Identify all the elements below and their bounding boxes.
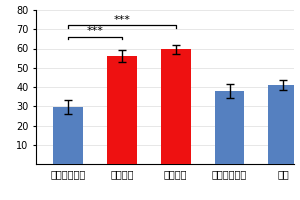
- Text: ***: ***: [114, 15, 130, 25]
- Bar: [215, 91, 244, 164]
- Text: ***: ***: [87, 26, 103, 36]
- Bar: [268, 85, 298, 164]
- Bar: [161, 49, 190, 164]
- Bar: [107, 56, 137, 164]
- Bar: [53, 107, 83, 164]
